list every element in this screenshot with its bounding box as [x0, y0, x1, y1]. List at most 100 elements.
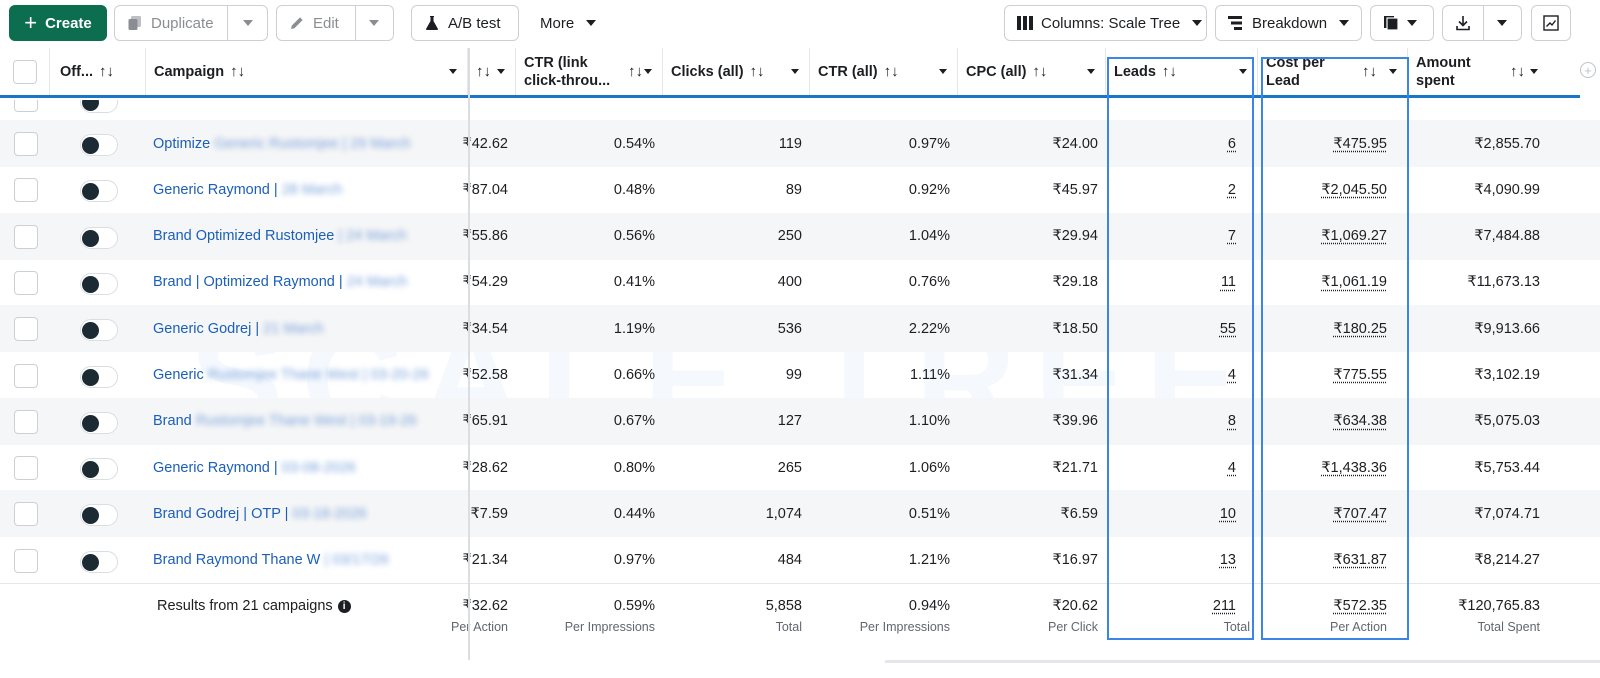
table-row[interactable]: Generic Godrej | 21 March ₹34.54 1.19% 536 2…	[0, 305, 1600, 353]
header-ctr-all[interactable]: CTR (all) ↑↓	[810, 48, 958, 95]
campaign-name-link[interactable]: Generic Godrej | 21 March	[153, 305, 324, 352]
info-icon[interactable]: i	[337, 600, 351, 613]
chevron-down-icon[interactable]	[1087, 69, 1095, 74]
cell-leads[interactable]: 7	[1227, 228, 1236, 245]
sort-icon[interactable]: ↑↓	[230, 62, 246, 80]
sort-icon[interactable]: ↑↓	[1510, 62, 1525, 80]
row-checkbox[interactable]	[14, 317, 38, 342]
sort-icon[interactable]: ↑↓	[1161, 62, 1177, 80]
cell-leads[interactable]: 13	[1219, 552, 1236, 569]
campaign-name-link[interactable]: Brand | Optimized Raymond | 24 March	[153, 259, 407, 306]
cell-cpl[interactable]: ₹475.95	[1333, 135, 1387, 152]
sort-icon[interactable]: ↑↓	[883, 62, 899, 80]
edit-split-button[interactable]: Edit	[276, 5, 394, 41]
header-clicks[interactable]: Clicks (all) ↑↓	[663, 48, 810, 95]
campaign-toggle[interactable]	[80, 458, 118, 481]
total-cpl[interactable]: ₹572.35	[1333, 598, 1387, 614]
more-button[interactable]: More	[540, 5, 597, 41]
chevron-down-icon[interactable]	[1530, 69, 1538, 74]
table-row[interactable]: Brand Godrej | OTP | 03-18-2026 ₹7.59 0.44…	[0, 490, 1600, 538]
chevron-down-icon[interactable]	[449, 69, 457, 74]
sort-icon[interactable]: ↑↓	[749, 62, 765, 80]
chevron-down-icon[interactable]	[791, 69, 799, 74]
header-cpc-all[interactable]: CPC (all) ↑↓	[958, 48, 1106, 95]
total-leads[interactable]: 211	[1212, 598, 1236, 614]
header-cpm-partial[interactable]: ↑↓	[468, 48, 516, 95]
campaign-toggle[interactable]	[80, 411, 118, 434]
horizontal-scrollbar[interactable]	[885, 660, 1600, 663]
cell-leads[interactable]: 6	[1227, 135, 1236, 152]
select-all-checkbox[interactable]	[13, 60, 37, 84]
cell-cpl[interactable]: ₹180.25	[1333, 320, 1387, 337]
reports-button[interactable]	[1370, 5, 1434, 41]
campaign-name-link[interactable]: Brand Optimized Rustomjee | 24 March	[153, 213, 407, 260]
row-checkbox[interactable]	[14, 100, 38, 112]
sort-icon[interactable]: ↑↓	[628, 62, 643, 80]
campaign-toggle[interactable]	[80, 134, 118, 156]
edit-chevron-down-icon[interactable]	[369, 20, 379, 26]
row-checkbox[interactable]	[14, 456, 38, 481]
header-ctr-link[interactable]: CTR (link click-throu... ↑↓	[516, 48, 663, 95]
cell-cpl[interactable]: ₹1,069.27	[1321, 228, 1387, 245]
row-checkbox[interactable]	[14, 548, 38, 573]
charts-button[interactable]	[1531, 5, 1571, 41]
cell-cpl[interactable]: ₹775.55	[1333, 367, 1387, 383]
row-checkbox[interactable]	[14, 502, 38, 527]
campaign-name-link[interactable]: Brand Godrej | OTP | 03-18-2026	[153, 490, 367, 537]
cell-cpl[interactable]: ₹634.38	[1333, 413, 1387, 430]
header-off-on[interactable]: Off... ↑↓	[50, 48, 146, 95]
row-checkbox[interactable]	[14, 270, 38, 295]
campaign-toggle[interactable]	[80, 226, 118, 249]
cell-leads[interactable]: 55	[1219, 320, 1236, 337]
table-row[interactable]: Brand | Optimized Raymond | 24 March ₹54.…	[0, 259, 1600, 306]
campaign-toggle[interactable]	[80, 504, 118, 527]
campaign-toggle[interactable]	[80, 550, 118, 573]
sort-icon[interactable]: ↑↓	[476, 62, 491, 80]
campaign-toggle[interactable]	[80, 365, 118, 388]
header-amount-spent[interactable]: Amount spent ↑↓	[1408, 48, 1548, 95]
ab-test-button[interactable]: A/B test	[411, 5, 519, 41]
cell-cpl[interactable]: ₹631.87	[1333, 552, 1387, 569]
campaign-name-link[interactable]: Generic Rustomjee Thane West | 03-20-26	[153, 352, 429, 399]
header-cost-per-lead[interactable]: Cost per Lead ↑↓	[1258, 48, 1408, 95]
cell-leads[interactable]: 4	[1227, 367, 1236, 383]
row-checkbox[interactable]	[14, 178, 38, 203]
breakdown-button[interactable]: Breakdown	[1215, 5, 1362, 41]
chevron-down-icon[interactable]	[1239, 69, 1247, 74]
campaign-name-link[interactable]: Brand Rustomjee Thane West | 03-19-26	[153, 398, 417, 445]
table-row[interactable]: Generic Raymond | 03-08-2026 ₹28.62 0.80% 2…	[0, 444, 1600, 491]
table-row[interactable]: Optimize Generic Rustomjee | 29 March ₹42…	[0, 120, 1600, 167]
chevron-down-icon[interactable]	[939, 69, 947, 74]
campaign-toggle[interactable]	[80, 100, 118, 113]
cell-cpl[interactable]: ₹707.47	[1333, 505, 1387, 522]
sort-icon[interactable]: ↑↓	[99, 62, 115, 80]
campaign-name-link[interactable]: Brand Raymond Thane W | 03/17/26	[153, 537, 389, 584]
sort-icon[interactable]: ↑↓	[1032, 62, 1048, 80]
cell-leads[interactable]: 4	[1227, 459, 1236, 476]
chevron-down-icon[interactable]	[644, 69, 652, 74]
campaign-toggle[interactable]	[80, 319, 118, 342]
table-row[interactable]: Generic Raymond | 28 March ₹87.04 0.48% 89 0…	[0, 166, 1600, 213]
row-checkbox[interactable]	[14, 363, 38, 388]
campaign-toggle[interactable]	[80, 180, 118, 203]
cell-leads[interactable]: 2	[1227, 181, 1236, 198]
cell-leads[interactable]: 8	[1227, 413, 1236, 430]
columns-button[interactable]: Columns: Scale Tree	[1004, 5, 1207, 41]
campaign-toggle[interactable]	[80, 272, 118, 295]
cell-leads[interactable]: 11	[1220, 274, 1236, 291]
row-checkbox[interactable]	[14, 132, 38, 156]
row-checkbox[interactable]	[14, 224, 38, 249]
table-row[interactable]: Brand Rustomjee Thane West | 03-19-26 ₹65…	[0, 397, 1600, 445]
add-column-icon[interactable]: +	[1580, 62, 1596, 78]
table-row[interactable]: Generic Rustomjee Thane West | 03-20-26 ₹…	[0, 352, 1600, 399]
export-split-button[interactable]	[1442, 5, 1522, 41]
header-campaign[interactable]: Campaign ↑↓	[146, 48, 468, 95]
table-row[interactable]: Brand Optimized Rustomjee | 24 March ₹55.…	[0, 212, 1600, 260]
chevron-down-icon[interactable]	[1389, 69, 1397, 74]
campaign-name-link[interactable]: Optimize Generic Rustomjee | 29 March	[153, 120, 411, 167]
create-button[interactable]: + Create	[9, 5, 107, 41]
campaign-name-link[interactable]: Generic Raymond | 03-08-2026	[153, 444, 356, 491]
cell-leads[interactable]: 10	[1219, 505, 1236, 522]
table-row[interactable]: Brand Raymond Thane W | 03/17/26 ₹21.34 0.…	[0, 537, 1600, 584]
row-checkbox[interactable]	[14, 409, 38, 434]
